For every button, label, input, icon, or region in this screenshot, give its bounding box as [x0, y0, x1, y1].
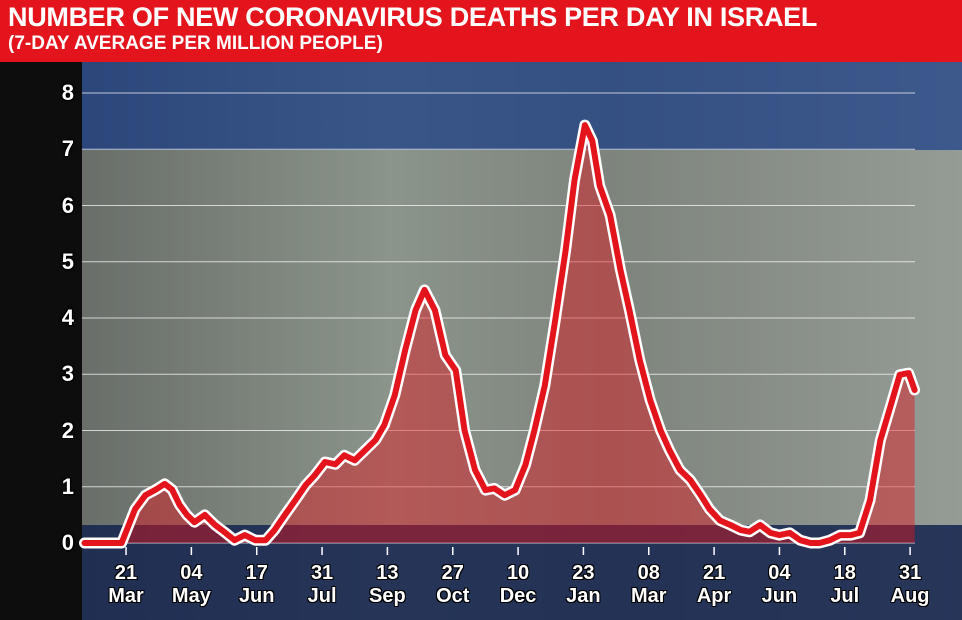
x-tick-label: 13 Sep: [369, 562, 406, 607]
x-tick-label: 27 Oct: [436, 562, 470, 607]
line: [81, 122, 918, 546]
y-tick-label: 1: [61, 473, 74, 499]
flag-stripe-top: [82, 62, 962, 150]
x-tick-label: 31 Jul: [307, 562, 337, 607]
y-tick-label: 7: [61, 136, 74, 162]
chart-title: NUMBER OF NEW CORONAVIRUS DEATHS PER DAY…: [8, 2, 818, 32]
x-tick-label: 04 May: [171, 562, 211, 607]
y-tick-label: 2: [61, 417, 74, 443]
y-tick-label: 0: [61, 530, 74, 555]
x-tick-label: 23 Jan: [566, 562, 601, 607]
chart-subtitle: (7-DAY AVERAGE PER MILLION PEOPLE): [8, 33, 383, 54]
x-tick-label: 21 Apr: [696, 562, 732, 607]
x-tick-label: 21 Mar: [108, 562, 144, 607]
y-tick-label: 4: [61, 305, 74, 330]
x-tick-label: 04 Jun: [761, 562, 798, 607]
plot: [79, 92, 921, 555]
area: [84, 125, 915, 543]
x-tick-label: 31 Aug: [890, 562, 930, 607]
y-tick-label: 5: [61, 248, 74, 274]
y-tick-label: 3: [61, 361, 74, 387]
title-bar: [0, 0, 962, 62]
x-tick-label: 10 Dec: [499, 562, 537, 607]
x-tick-label: 08 Mar: [630, 562, 667, 607]
x-tick-label: 18 Jul: [830, 562, 860, 607]
y-tick-label: 8: [61, 80, 74, 105]
y-tick-label: 6: [61, 192, 74, 218]
x-tick-label: 17 Jun: [238, 562, 275, 607]
